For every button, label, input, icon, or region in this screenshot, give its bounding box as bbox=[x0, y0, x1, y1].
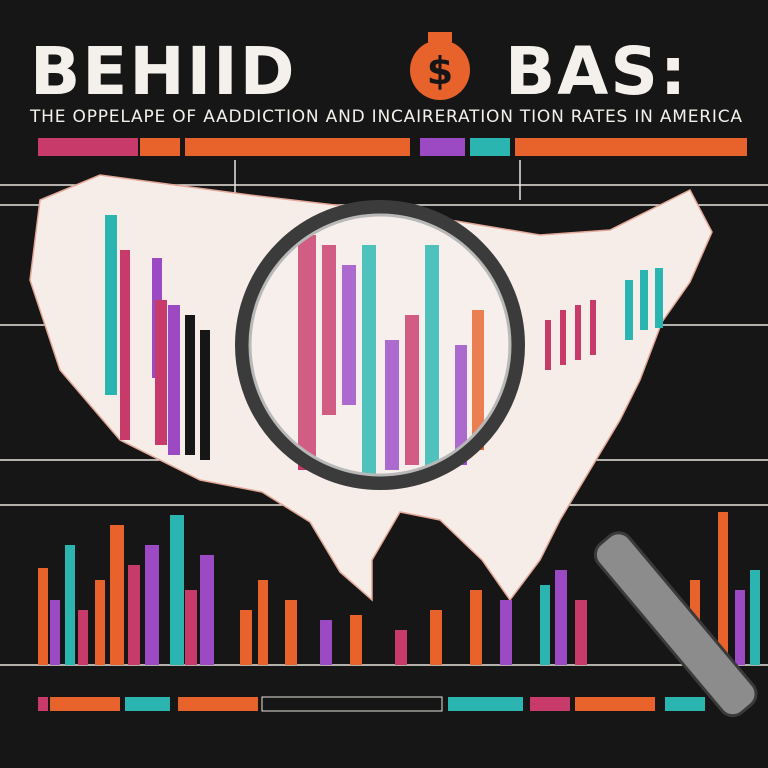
bar bbox=[385, 340, 399, 470]
bar bbox=[50, 600, 60, 665]
title-left: BEHIID bbox=[30, 33, 297, 110]
bar bbox=[120, 250, 130, 440]
bar bbox=[545, 320, 551, 370]
bottom-bars bbox=[38, 512, 760, 665]
legend-box bbox=[38, 138, 138, 156]
icon-badge bbox=[410, 40, 470, 100]
bar bbox=[500, 600, 512, 665]
bar bbox=[425, 245, 439, 475]
bar bbox=[258, 580, 268, 665]
bar bbox=[555, 570, 567, 665]
icon-symbol: $ bbox=[427, 49, 453, 93]
legend-box bbox=[420, 138, 465, 156]
bar bbox=[145, 545, 159, 665]
bar bbox=[200, 555, 214, 665]
bar bbox=[285, 600, 297, 665]
subtitle: THE OPPELAPE OF AADDICTION AND INCAIRERA… bbox=[29, 107, 742, 127]
legend-box bbox=[470, 138, 510, 156]
bar bbox=[65, 545, 75, 665]
legend-box bbox=[140, 138, 180, 156]
bar bbox=[350, 615, 362, 665]
bar bbox=[95, 580, 105, 665]
bar bbox=[590, 300, 596, 355]
bar bbox=[200, 330, 210, 460]
legend-box bbox=[665, 697, 705, 711]
legend-box bbox=[530, 697, 570, 711]
bar bbox=[655, 268, 663, 328]
bar bbox=[750, 570, 760, 665]
bar bbox=[342, 265, 356, 405]
bar bbox=[105, 215, 117, 395]
bar bbox=[540, 585, 550, 665]
bar bbox=[625, 280, 633, 340]
legend-box bbox=[178, 697, 258, 711]
bar bbox=[575, 600, 587, 665]
legend-box bbox=[575, 697, 655, 711]
bar bbox=[78, 610, 88, 665]
bar bbox=[455, 345, 467, 465]
magnifier-handle bbox=[593, 531, 758, 718]
bar bbox=[185, 590, 197, 665]
bar bbox=[170, 515, 184, 665]
bar bbox=[240, 610, 252, 665]
bar bbox=[110, 525, 124, 665]
bar bbox=[405, 315, 419, 465]
legend-box bbox=[38, 697, 48, 711]
bar bbox=[472, 310, 484, 450]
bar bbox=[155, 300, 167, 445]
legend-box bbox=[185, 138, 410, 156]
bar bbox=[560, 310, 566, 365]
bar bbox=[168, 305, 180, 455]
legend-box bbox=[448, 697, 523, 711]
bar bbox=[362, 245, 376, 475]
legend-box bbox=[515, 138, 747, 156]
bar bbox=[128, 565, 140, 665]
magnifier-lens bbox=[235, 200, 525, 490]
legend-bottom bbox=[38, 696, 705, 712]
bar bbox=[470, 590, 482, 665]
bar bbox=[575, 305, 581, 360]
legend-box bbox=[125, 697, 170, 711]
legend-box bbox=[261, 696, 443, 712]
bar bbox=[640, 270, 648, 330]
bar bbox=[395, 630, 407, 665]
bar bbox=[298, 235, 316, 470]
bar bbox=[430, 610, 442, 665]
bar bbox=[320, 620, 332, 665]
legend-top bbox=[38, 138, 747, 156]
legend-box bbox=[50, 697, 120, 711]
bar bbox=[185, 315, 195, 455]
magnifier-rim bbox=[248, 213, 512, 477]
bar bbox=[735, 590, 745, 665]
map-bars bbox=[105, 215, 663, 475]
title-right: BAS: bbox=[505, 33, 688, 110]
bar bbox=[38, 568, 48, 665]
icon-top bbox=[428, 32, 452, 42]
bar bbox=[322, 245, 336, 415]
bar bbox=[718, 512, 728, 665]
magnifier bbox=[235, 200, 758, 718]
